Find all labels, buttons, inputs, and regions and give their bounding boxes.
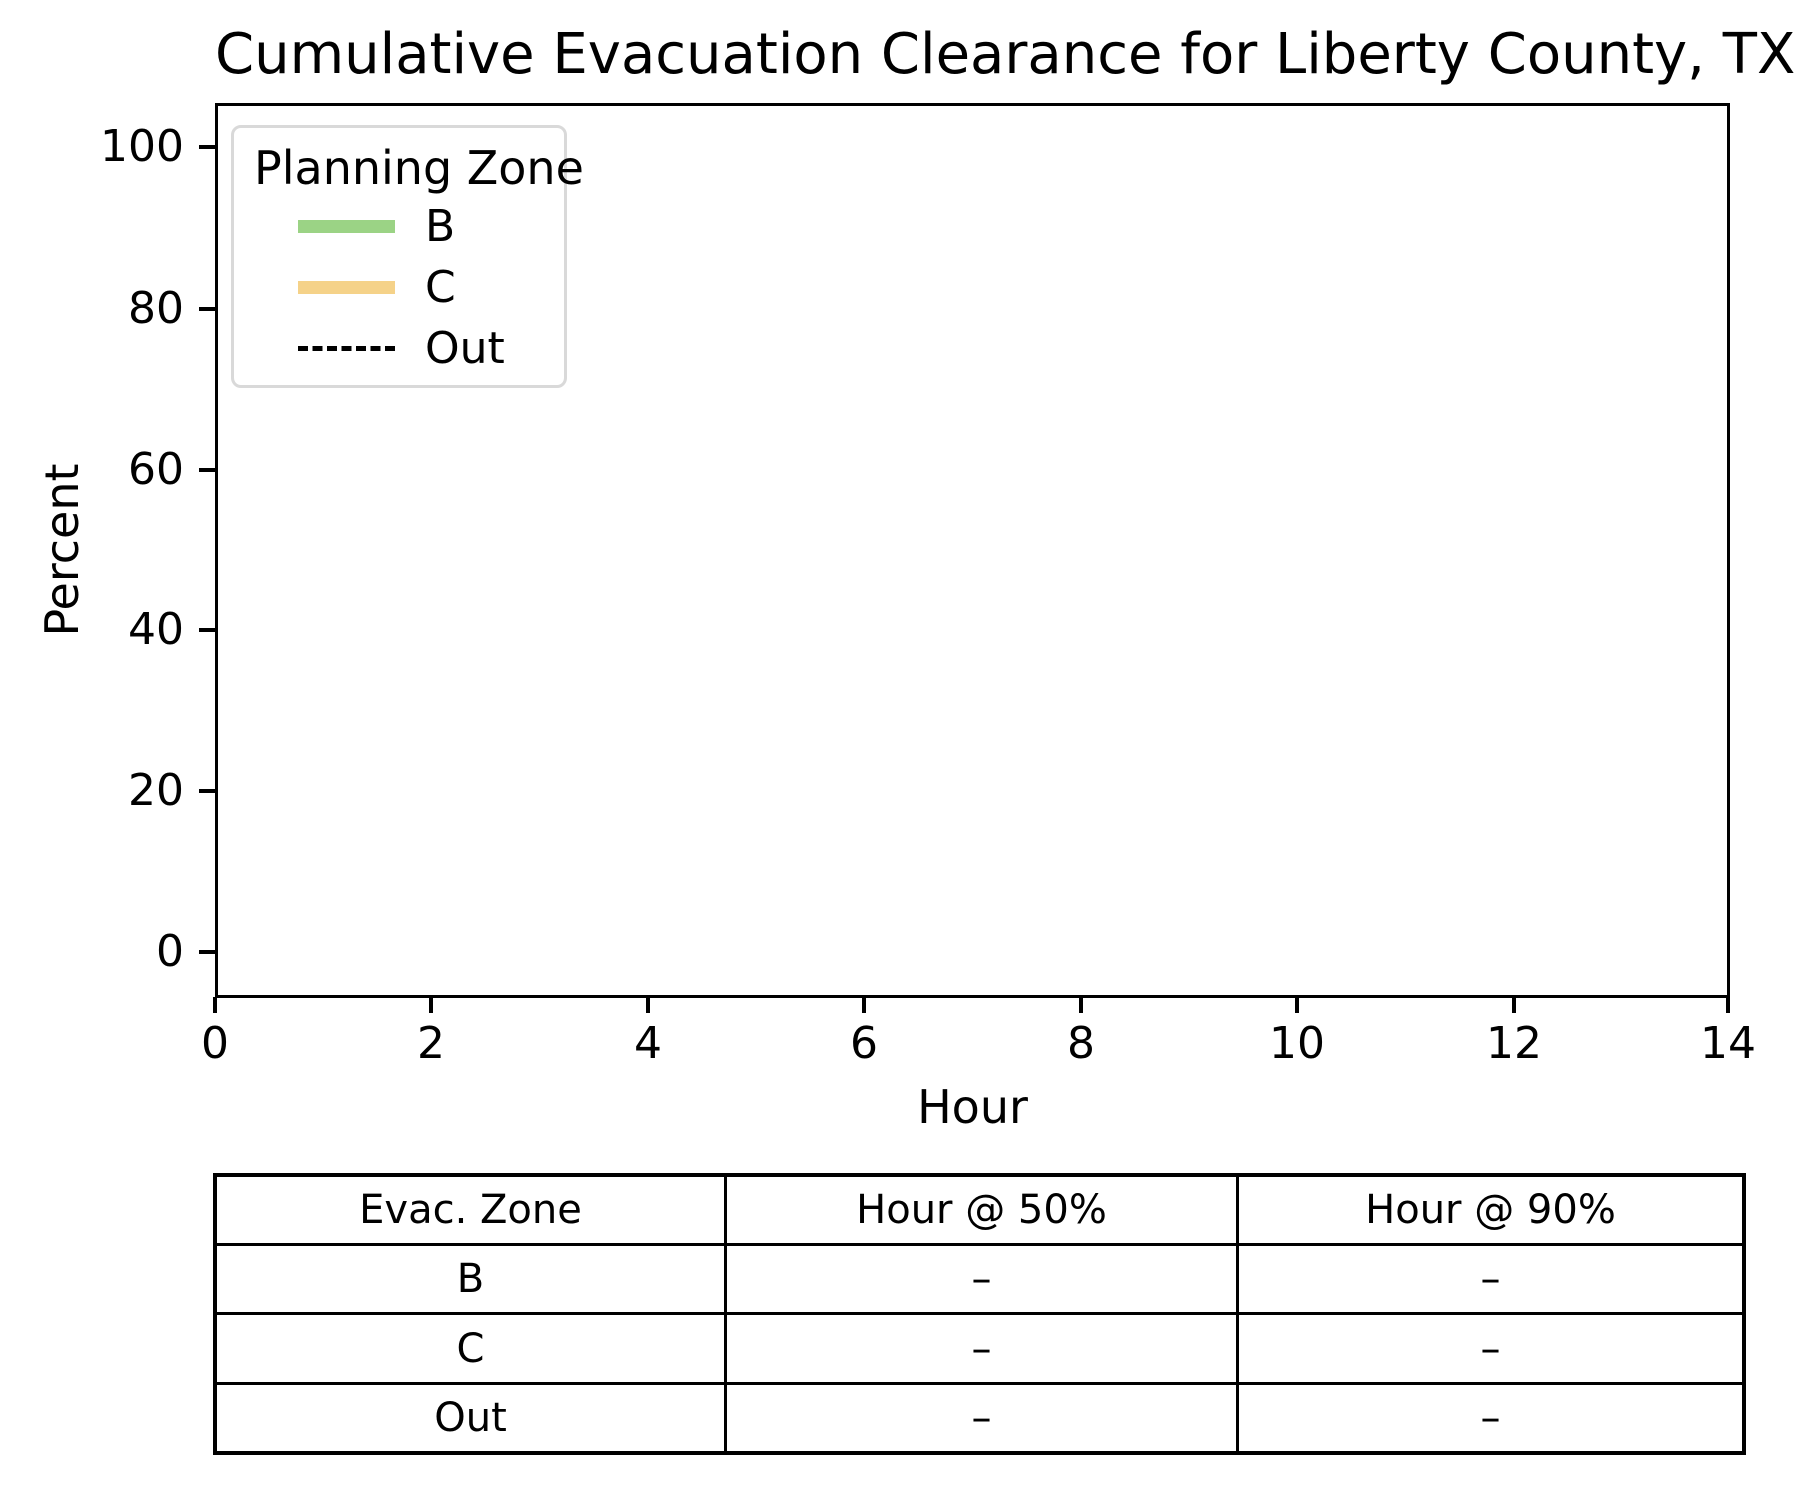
table-row: C – –: [213, 1312, 1746, 1385]
legend-entry-out: Out: [254, 318, 564, 379]
y-tick-mark-40: [199, 628, 215, 632]
table-cell-zone: Out: [213, 1381, 727, 1455]
y-tick-mark-0: [199, 950, 215, 954]
x-tick-label: 4: [634, 1018, 662, 1069]
clearance-summary-table: Evac. Zone Hour @ 50% Hour @ 90% B – – C…: [213, 1173, 1746, 1455]
y-tick-label: 20: [128, 765, 184, 816]
table-cell-hour90: –: [1236, 1243, 1746, 1316]
table-row: Out – –: [213, 1381, 1746, 1455]
table-cell-hour90: –: [1236, 1381, 1746, 1455]
x-tick-label: 6: [850, 1018, 878, 1069]
legend-entry-b: B: [254, 196, 564, 257]
x-tick-label: 14: [1700, 1018, 1756, 1069]
legend-label: C: [425, 261, 456, 313]
y-tick-label: 60: [128, 444, 184, 495]
y-tick-label: 40: [128, 604, 184, 655]
x-tick-mark-4: [646, 997, 650, 1013]
legend: Planning Zone B C Out: [231, 125, 584, 388]
legend-swatch-b-icon: [298, 220, 395, 233]
y-tick-label: 0: [156, 926, 184, 977]
x-tick-label: 12: [1486, 1018, 1542, 1069]
x-tick-label: 2: [417, 1018, 445, 1069]
x-tick-mark-6: [862, 997, 866, 1013]
table-header-hour90: Hour @ 90%: [1236, 1173, 1746, 1247]
legend-label: B: [425, 200, 456, 252]
y-tick-label: 80: [128, 283, 184, 334]
legend-title: Planning Zone: [254, 141, 584, 195]
x-axis-label: Hour: [917, 1080, 1028, 1134]
x-tick-mark-10: [1295, 997, 1299, 1013]
x-tick-mark-12: [1512, 997, 1516, 1013]
x-tick-mark-14: [1726, 997, 1730, 1013]
x-tick-label: 10: [1269, 1018, 1325, 1069]
table-cell-hour90: –: [1236, 1312, 1746, 1385]
y-tick-mark-20: [199, 789, 215, 793]
table-cell-zone: C: [213, 1312, 727, 1385]
table-header-row: Evac. Zone Hour @ 50% Hour @ 90%: [213, 1173, 1746, 1247]
table-cell-hour50: –: [724, 1381, 1239, 1455]
x-tick-mark-8: [1079, 997, 1083, 1013]
table-header-hour50: Hour @ 50%: [724, 1173, 1239, 1247]
y-tick-label: 100: [100, 121, 184, 172]
x-tick-mark-0: [213, 997, 217, 1013]
y-tick-mark-80: [199, 307, 215, 311]
table-cell-hour50: –: [724, 1312, 1239, 1385]
legend-entry-c: C: [254, 257, 564, 318]
legend-label: Out: [425, 322, 505, 374]
table-cell-zone: B: [213, 1243, 727, 1316]
table-row: B – –: [213, 1243, 1746, 1316]
table-header-zone: Evac. Zone: [213, 1173, 727, 1247]
table-cell-hour50: –: [724, 1243, 1239, 1316]
y-tick-mark-100: [199, 145, 215, 149]
legend-swatch-out-icon: [298, 346, 395, 351]
x-tick-label: 8: [1067, 1018, 1095, 1069]
x-tick-mark-2: [429, 997, 433, 1013]
legend-swatch-c-icon: [298, 281, 395, 294]
x-tick-label: 0: [201, 1018, 229, 1069]
y-tick-mark-60: [199, 468, 215, 472]
chart-title: Cumulative Evacuation Clearance for Libe…: [215, 22, 1796, 87]
